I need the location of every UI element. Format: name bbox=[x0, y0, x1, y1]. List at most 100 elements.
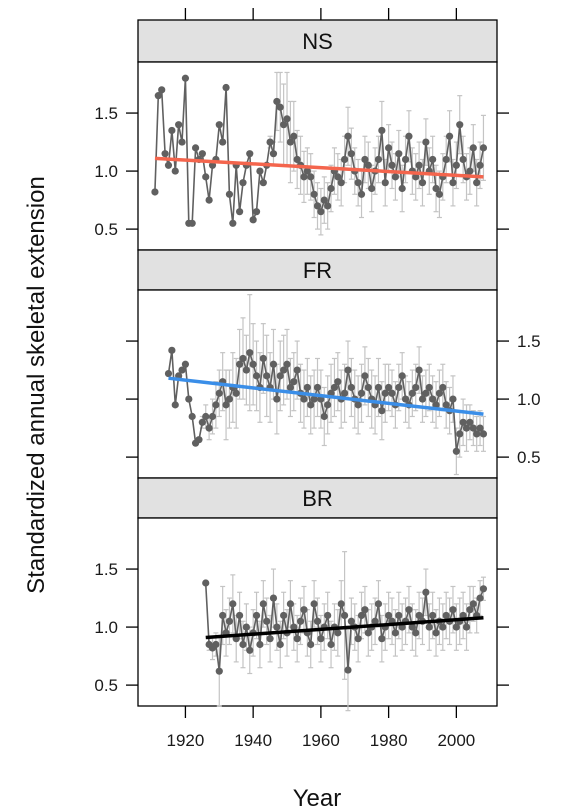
data-point bbox=[252, 611, 261, 620]
data-point bbox=[408, 389, 416, 397]
data-point bbox=[242, 366, 250, 374]
y-tick-label: 1.0 bbox=[517, 390, 541, 409]
data-point bbox=[259, 600, 267, 608]
data-point bbox=[239, 354, 247, 363]
y-tick-label: 1.0 bbox=[94, 618, 118, 637]
data-point bbox=[378, 407, 386, 415]
data-point bbox=[466, 418, 474, 426]
data-point bbox=[263, 372, 271, 380]
data-point bbox=[469, 424, 477, 432]
data-point bbox=[208, 161, 217, 169]
data-point bbox=[476, 594, 484, 602]
data-point bbox=[175, 121, 183, 129]
data-point bbox=[388, 161, 396, 169]
data-point bbox=[276, 640, 284, 649]
data-point bbox=[317, 635, 325, 643]
data-point bbox=[263, 617, 271, 625]
data-point bbox=[340, 155, 349, 164]
data-point bbox=[171, 401, 179, 409]
data-point bbox=[432, 184, 440, 193]
data-point bbox=[330, 383, 339, 392]
data-point bbox=[205, 196, 213, 204]
data-point bbox=[208, 412, 217, 421]
data-point bbox=[368, 184, 376, 193]
data-point bbox=[232, 389, 240, 397]
data-point bbox=[344, 666, 352, 674]
data-point bbox=[178, 366, 186, 374]
data-point bbox=[151, 188, 159, 196]
data-point bbox=[219, 611, 227, 620]
data-point bbox=[466, 606, 474, 614]
y-tick-label: 1.5 bbox=[94, 104, 118, 123]
data-point bbox=[462, 623, 471, 631]
data-point bbox=[449, 606, 457, 614]
data-point bbox=[324, 202, 332, 210]
data-point bbox=[229, 219, 237, 227]
data-point bbox=[469, 600, 477, 608]
series-line bbox=[167, 350, 485, 452]
data-point bbox=[449, 179, 457, 187]
data-point bbox=[276, 103, 284, 111]
data-point bbox=[168, 126, 176, 135]
data-point bbox=[334, 378, 342, 386]
data-point bbox=[154, 92, 162, 100]
data-point bbox=[320, 196, 328, 204]
data-point bbox=[280, 366, 288, 374]
x-tick-label: 1940 bbox=[234, 731, 272, 750]
data-point bbox=[442, 155, 450, 164]
data-point bbox=[449, 395, 457, 403]
y-tick-label: 1.0 bbox=[94, 162, 118, 181]
data-point bbox=[385, 611, 393, 620]
data-point bbox=[412, 383, 420, 392]
x-tick-label: 1960 bbox=[302, 731, 340, 750]
data-point bbox=[225, 395, 234, 403]
data-point bbox=[381, 179, 389, 187]
data-point bbox=[476, 161, 484, 169]
data-point bbox=[202, 412, 210, 421]
data-point bbox=[429, 155, 437, 164]
data-point bbox=[395, 383, 403, 392]
data-point bbox=[418, 179, 427, 187]
x-axis-title: Year bbox=[293, 785, 342, 812]
x-tick-label: 1920 bbox=[167, 731, 205, 750]
data-point bbox=[374, 600, 383, 608]
data-point bbox=[293, 366, 301, 374]
data-point bbox=[222, 401, 230, 409]
data-point bbox=[313, 383, 322, 392]
data-point bbox=[158, 86, 166, 94]
data-point bbox=[357, 190, 366, 198]
data-point bbox=[385, 144, 393, 152]
y-tick-label: 1.5 bbox=[94, 560, 118, 579]
strip-label: FR bbox=[303, 258, 332, 283]
data-point bbox=[296, 617, 305, 625]
data-point bbox=[215, 121, 223, 129]
data-point bbox=[276, 372, 284, 380]
panel-ns: NS 0.5 1.0 1.5 bbox=[94, 19, 509, 251]
data-point bbox=[459, 418, 467, 426]
data-point bbox=[280, 121, 288, 129]
data-point bbox=[378, 126, 386, 135]
data-point bbox=[371, 617, 379, 625]
data-point bbox=[374, 383, 383, 392]
data-point bbox=[215, 389, 223, 397]
y-axis-title: Standardized annual skeletal extension bbox=[23, 176, 50, 594]
data-point bbox=[256, 640, 264, 649]
data-point bbox=[236, 360, 244, 368]
data-point bbox=[452, 447, 460, 455]
data-point bbox=[327, 184, 335, 193]
data-point bbox=[459, 611, 467, 620]
data-point bbox=[222, 83, 230, 92]
data-point bbox=[303, 167, 311, 175]
data-point bbox=[212, 401, 220, 409]
data-point bbox=[300, 173, 308, 181]
data-point bbox=[266, 138, 274, 146]
data-point bbox=[398, 184, 406, 193]
data-point bbox=[161, 150, 169, 158]
data-point bbox=[439, 383, 447, 392]
data-point bbox=[334, 173, 342, 181]
data-point bbox=[391, 629, 399, 637]
data-point bbox=[418, 395, 427, 403]
data-point bbox=[344, 132, 352, 140]
data-point bbox=[280, 611, 288, 620]
data-point bbox=[456, 121, 464, 129]
